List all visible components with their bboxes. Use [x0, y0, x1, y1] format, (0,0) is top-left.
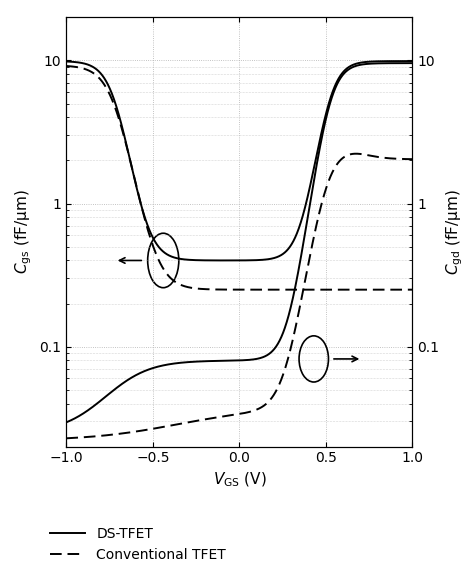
- Y-axis label: $C_{\mathrm{gd}}$ (fF/μm): $C_{\mathrm{gd}}$ (fF/μm): [445, 189, 465, 275]
- X-axis label: $V_{\mathrm{GS}}$ (V): $V_{\mathrm{GS}}$ (V): [212, 471, 266, 490]
- Legend: DS-TFET, Conventional TFET: DS-TFET, Conventional TFET: [45, 521, 232, 567]
- Y-axis label: $C_{\mathrm{gs}}$ (fF/μm): $C_{\mathrm{gs}}$ (fF/μm): [13, 190, 34, 274]
